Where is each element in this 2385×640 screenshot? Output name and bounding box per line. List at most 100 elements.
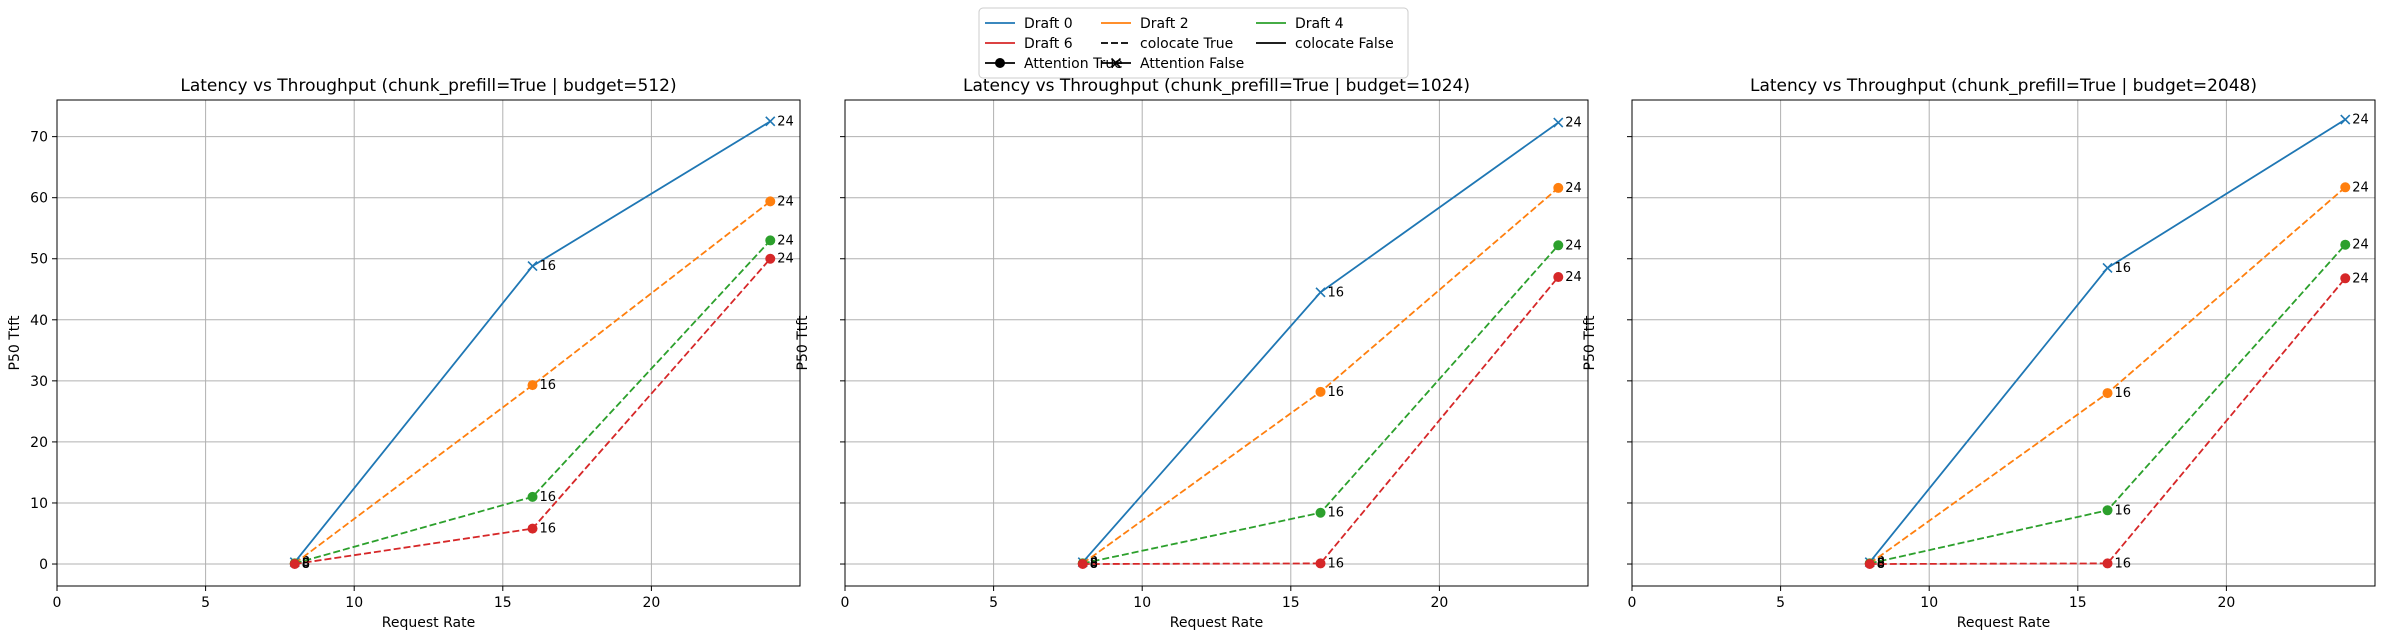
y-tick-label: 10 xyxy=(30,496,48,512)
x-axis-label: Request Rate xyxy=(1170,615,1263,631)
legend-label: Attention False xyxy=(1140,56,1244,72)
data-point-circle-marker xyxy=(1553,182,1564,193)
subplot-title: Latency vs Throughput (chunk_prefill=Tru… xyxy=(180,76,676,96)
data-point-label: 16 xyxy=(1328,385,1345,400)
series-line-draft-6 xyxy=(1082,276,1559,565)
data-point-x-marker xyxy=(2340,114,2351,125)
axes-frame xyxy=(1631,99,2376,587)
legend-label: Draft 6 xyxy=(1024,36,1073,52)
subplots: 0 5 10 15 2001020304050607081624816248162481… xyxy=(7,76,2376,631)
y-tick-label: 40 xyxy=(30,313,48,329)
y-axis-label: P50 Ttft xyxy=(1582,315,1598,370)
data-point-circle-marker xyxy=(2102,388,2113,399)
data-point-circle-marker xyxy=(1315,507,1326,518)
legend-label: Draft 2 xyxy=(1140,16,1189,32)
legend-label: colocate False xyxy=(1295,36,1394,52)
data-point-circle-marker xyxy=(765,196,776,207)
data-point-label: 16 xyxy=(2115,556,2132,571)
data-point-label: 8 xyxy=(302,557,310,572)
series-line-draft-0 xyxy=(1869,118,2346,563)
data-point-circle-marker xyxy=(765,253,776,264)
data-point-label: 16 xyxy=(1328,285,1345,300)
series-line-draft-6 xyxy=(1869,277,2346,565)
data-point-label: 24 xyxy=(1565,270,1582,285)
data-point-label: 16 xyxy=(2115,503,2132,518)
legend-label: colocate True xyxy=(1140,36,1233,52)
y-tick-label: 30 xyxy=(30,374,48,390)
grid xyxy=(844,100,1588,586)
data-point-label: 8 xyxy=(302,556,310,571)
data-point-circle-marker xyxy=(765,235,776,246)
legend-entry: Draft 2 xyxy=(1101,16,1189,32)
legend: Draft 0 Draft 6 Attention True Draft 2 coloc… xyxy=(978,7,1409,79)
data-point-circle-marker xyxy=(527,523,538,534)
series-line-draft-6 xyxy=(294,258,771,565)
data-point-label: 24 xyxy=(1565,116,1582,131)
data-point-circle-marker xyxy=(1553,272,1564,283)
data-point-circle-marker xyxy=(1315,558,1326,569)
data-point-label: 24 xyxy=(777,252,794,267)
y-tick-label: 60 xyxy=(30,191,48,207)
legend-circle-marker xyxy=(995,58,1005,68)
data-point-circle-marker xyxy=(1315,386,1326,397)
x-tick-label: 0 xyxy=(841,595,850,611)
legend-frame xyxy=(978,7,1409,79)
data-point-label: 24 xyxy=(1565,238,1582,253)
x-tick-label: 10 xyxy=(1133,595,1151,611)
axes-frame xyxy=(844,99,1589,587)
x-tick-label: 0 xyxy=(1628,595,1637,611)
data-point-circle-marker xyxy=(1864,559,1875,570)
x-axis-label: Request Rate xyxy=(382,615,475,631)
data-point-label: 16 xyxy=(540,490,557,505)
y-tick-label: 20 xyxy=(30,435,48,451)
data-point-circle-marker xyxy=(2340,239,2351,250)
data-point-circle-marker xyxy=(1077,559,1088,570)
legend-x-marker xyxy=(1110,57,1122,69)
x-axis-label: Request Rate xyxy=(1957,615,2050,631)
subplot-title: Latency vs Throughput (chunk_prefill=Tru… xyxy=(1750,76,2257,96)
y-axis-label: P50 Ttft xyxy=(795,315,811,370)
data-point-circle-marker xyxy=(2102,558,2113,569)
data-point-label: 24 xyxy=(2352,238,2369,253)
data-point-label: 24 xyxy=(777,233,794,248)
x-tick-label: 15 xyxy=(494,595,512,611)
data-point-x-marker xyxy=(765,116,776,127)
data-point-circle-marker xyxy=(527,380,538,391)
data-point-circle-marker xyxy=(2102,505,2113,516)
y-tick-label: 50 xyxy=(30,252,48,268)
legend-label: Draft 0 xyxy=(1024,16,1073,32)
series-line-draft-4 xyxy=(294,239,771,565)
x-tick-label: 15 xyxy=(1282,595,1300,611)
x-tick-label: 20 xyxy=(2217,595,2235,611)
data-point-label: 24 xyxy=(2352,180,2369,195)
data-point-label: 8 xyxy=(1877,557,1885,572)
data-point-label: 16 xyxy=(2115,261,2132,276)
legend-entry: Draft 0 xyxy=(985,16,1073,32)
grid xyxy=(1631,100,2375,586)
data-point-circle-marker xyxy=(527,491,538,502)
data-point-circle-marker xyxy=(289,559,300,570)
data-point-circle-marker xyxy=(2340,182,2351,193)
x-tick-label: 15 xyxy=(2069,595,2087,611)
legend-entry: Draft 6 xyxy=(985,36,1073,52)
x-tick-label: 10 xyxy=(1920,595,1938,611)
y-tick-label: 70 xyxy=(30,130,48,146)
legend-label: Attention True xyxy=(1024,56,1123,72)
legend-entry: colocate True xyxy=(1101,36,1233,52)
data-point-label: 24 xyxy=(2352,113,2369,128)
data-point-circle-marker xyxy=(1553,240,1564,251)
data-point-x-marker xyxy=(1553,117,1564,128)
data-point-x-marker xyxy=(2102,262,2113,273)
data-point-label: 16 xyxy=(1328,506,1345,521)
legend-entry: Attention False xyxy=(1101,56,1244,72)
data-point-label: 16 xyxy=(1328,556,1345,571)
x-tick-label: 5 xyxy=(989,595,998,611)
legend-entry: colocate False xyxy=(1256,36,1394,52)
series-line-draft-0 xyxy=(1082,121,1559,563)
series-line-draft-2 xyxy=(1082,187,1559,565)
x-tick-label: 0 xyxy=(53,595,62,611)
